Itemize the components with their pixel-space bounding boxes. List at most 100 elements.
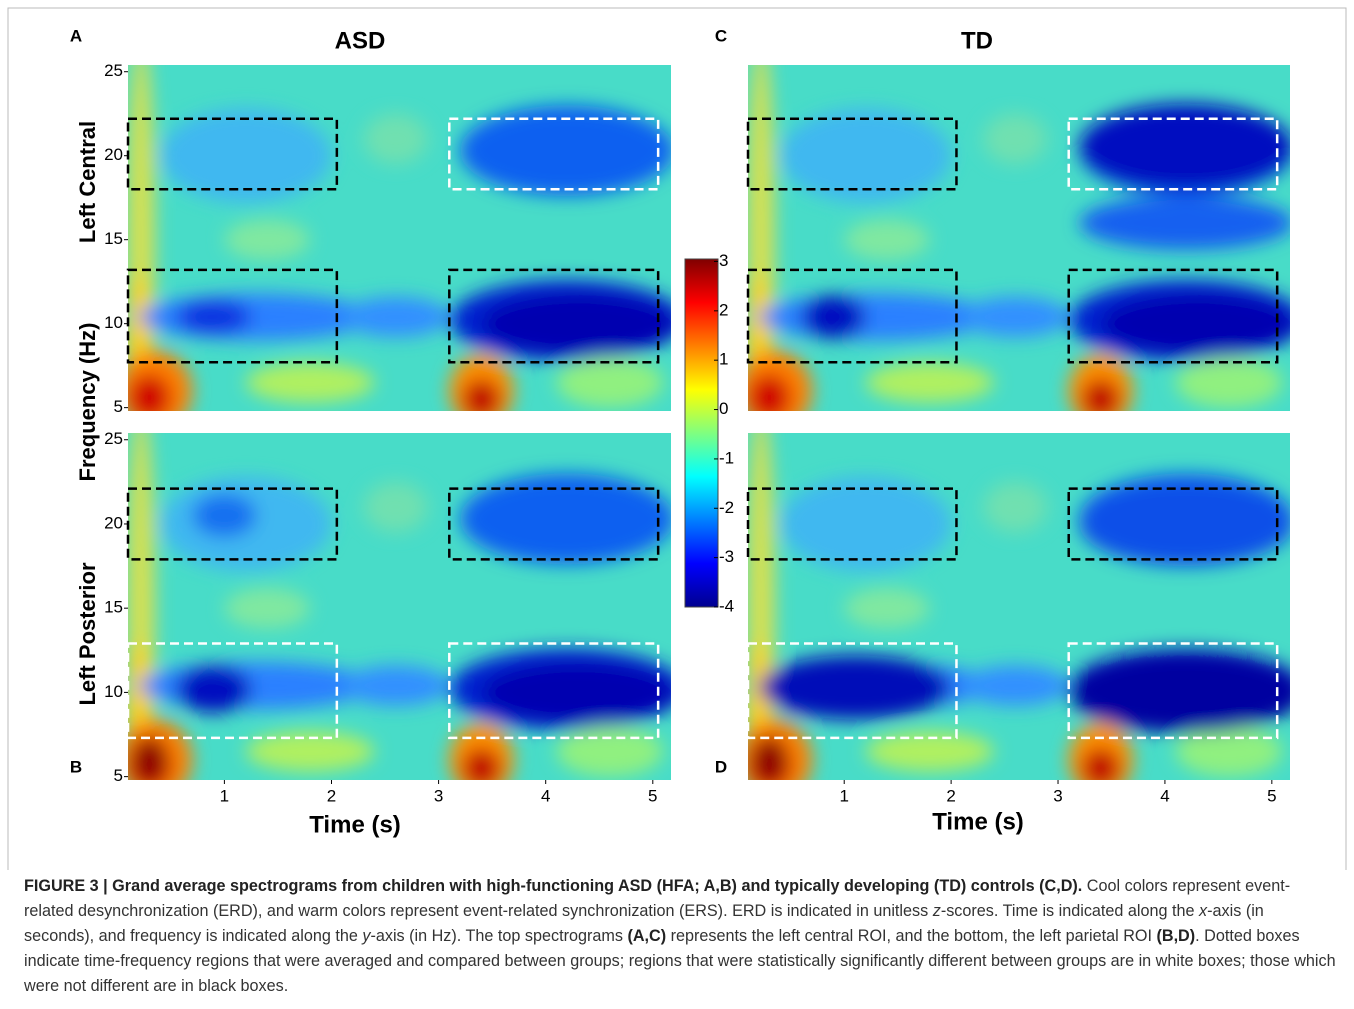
spectrogram-blob [138,662,375,710]
y-tick-label: 15 [104,229,123,248]
spectrogram-blob [224,219,311,260]
x-tick-label: 4 [541,786,550,805]
colorbar-tick-label: -1 [719,448,734,467]
spectrogram-blob [130,736,169,780]
colorbar [684,258,719,608]
y-tick-label: 25 [104,61,123,80]
panel-letter: D [715,757,727,776]
region-box [1067,117,1279,191]
spectrogram-blob [1079,481,1290,567]
region-box [448,487,660,561]
spectrogram-blob [780,108,952,203]
x-tick-label: 5 [648,786,657,805]
spectrogram-blob [750,736,789,780]
colorbar-tick-label: -4 [719,596,734,615]
caption-text: z [932,902,941,920]
spectrogram-blob [481,662,671,723]
spectrogram-texture [128,65,671,411]
spectrogram-blob [224,587,311,629]
spectrogram-blob [342,296,450,338]
spectrogram-texture [748,433,1290,780]
y-tick-label: 5 [114,766,123,785]
panel-letter: C [715,26,727,45]
x-axis-label: Time (s) [309,811,401,838]
spectrogram-blob [1175,357,1283,408]
caption-text: Cool colors represent event-related desy… [24,877,1291,920]
spectrogram-texture [748,65,1290,411]
spectrogram-blob [983,113,1048,165]
spectrogram-blob [1068,651,1290,733]
spectrogram-blob [245,362,375,403]
spectrogram-blob [758,293,994,341]
spectrogram-blob [961,665,1069,706]
spectrogram-blob [865,362,994,403]
colorbar-tick-label: 0 [719,399,728,418]
spectrogram-blob [844,219,930,260]
panel-title: TD [961,27,993,54]
x-tick-label: 4 [1160,786,1169,805]
region-box [746,268,958,364]
spectrogram-blob [176,300,252,334]
spectrogram-blob [758,655,952,720]
region-box [126,268,339,364]
y-tick-label: 10 [104,682,123,701]
spectrogram-blob [748,374,791,411]
region-box [1067,642,1279,740]
spectrogram-blob [363,113,428,165]
spectrogram-blob [176,665,252,713]
spectrogram [128,433,671,780]
region-box [448,268,660,364]
panel-letter: B [70,757,82,776]
y-tick-label: 20 [104,513,123,532]
spectrogram-blob [128,374,171,411]
spectrogram [748,65,1290,411]
caption: FIGURE 3 | Grand average spectrograms fr… [24,874,1336,999]
spectrogram [748,433,1290,780]
spectrogram-blob [1100,293,1290,354]
spectrogram-blob [462,748,501,780]
spectrogram-blob [1079,196,1290,250]
spectrogram-blob [844,587,930,629]
spectrogram-blob [1081,748,1121,780]
colorbar-tick-label: 2 [719,300,728,319]
panel-title: ASD [335,27,386,54]
caption-text: . Dotted boxes indicate time-frequency r… [24,927,1336,995]
spectrogram-blob [342,665,450,706]
spectrogram-blob [363,481,428,533]
region-box [126,642,339,740]
colorbar-tick-label: -3 [719,547,734,566]
spectrogram-blob [780,476,952,572]
region-box [746,487,958,561]
spectrogram-blob [801,295,866,339]
spectrogram [128,65,671,411]
x-axis-label: Time (s) [932,808,1024,835]
panel-letter: A [70,26,82,45]
frame [7,7,1347,870]
figure: ASD TD A B C D Left Central Frequency (H… [7,7,1347,870]
region-box [746,117,958,191]
x-tick-label: 3 [434,786,443,805]
spectrogram-blob [460,105,671,196]
caption-text: -axis (in seconds), and frequency is ind… [24,902,1264,945]
x-tick-label: 1 [839,786,848,805]
spectrogram-blob [1079,103,1290,191]
x-tick-label: 2 [946,786,955,805]
row-label: Left Central [75,121,100,243]
spectrogram-blob [961,296,1069,338]
spectrogram-blob [1081,379,1121,411]
caption-lead: FIGURE 3 | Grand average spectrograms fr… [24,877,1083,895]
x-tick-label: 3 [1053,786,1062,805]
spectrogram-blob [481,293,671,354]
colorbar-tick-label: 1 [719,350,728,369]
y-tick-label: 20 [104,145,123,164]
spectrogram-blob [462,379,501,411]
spectrogram-blob [983,481,1048,533]
region-box [126,117,339,191]
spectrogram-blob [556,726,664,777]
spectrogram-blob [138,293,375,341]
region-box [1067,487,1279,561]
x-tick-label: 1 [220,786,229,805]
region-box [746,642,958,740]
spectrogram-blob [460,473,671,565]
